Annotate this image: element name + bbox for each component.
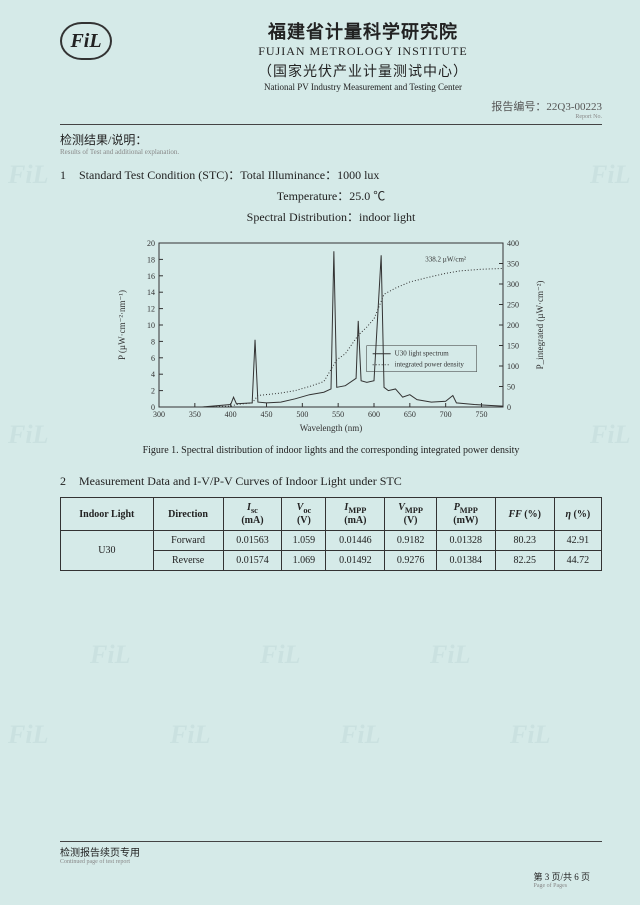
svg-text:12: 12	[147, 305, 155, 314]
table-cell: 80.23	[495, 531, 554, 551]
stc-line-2: Temperature：25.0 ℃	[60, 187, 602, 204]
institute-name-cn: 福建省计量科学研究院	[124, 18, 602, 44]
table-cell: 0.9276	[385, 551, 436, 571]
section-1: 1 Standard Test Condition (STC)：Total Il…	[60, 166, 602, 183]
table-header: FF (%)	[495, 498, 554, 531]
table-cell: Reverse	[153, 551, 223, 571]
svg-text:16: 16	[147, 272, 155, 281]
svg-text:P_integrated (µW·cm⁻²): P_integrated (µW·cm⁻²)	[535, 281, 545, 370]
svg-text:6: 6	[151, 354, 155, 363]
table-cell: 1.069	[282, 551, 326, 571]
svg-text:338.2 µW/cm²: 338.2 µW/cm²	[425, 256, 466, 264]
svg-text:U30 light spectrum: U30 light spectrum	[395, 350, 450, 358]
table-row: U30Forward0.015631.0590.014460.91820.013…	[61, 531, 602, 551]
table-header: Direction	[153, 498, 223, 531]
svg-text:400: 400	[225, 410, 237, 419]
svg-text:0: 0	[151, 403, 155, 412]
spectral-chart: 300350400450500550600650700750Wavelength…	[111, 235, 551, 435]
table-header: Indoor Light	[61, 498, 154, 531]
table-cell: 44.72	[554, 551, 601, 571]
report-number-sub: Report No.	[60, 114, 602, 120]
svg-text:100: 100	[507, 362, 519, 371]
results-title-cn: 检测结果/说明：	[60, 131, 602, 148]
svg-text:350: 350	[189, 410, 201, 419]
svg-text:750: 750	[476, 410, 488, 419]
table-cell: 0.01446	[326, 531, 385, 551]
section-2: 2 Measurement Data and I-V/P-V Curves of…	[60, 474, 602, 489]
table-cell: Forward	[153, 531, 223, 551]
footer-cn: 检测报告续页专用	[60, 844, 602, 859]
svg-text:18: 18	[147, 255, 155, 264]
svg-text:50: 50	[507, 383, 515, 392]
table-header: η (%)	[554, 498, 601, 531]
svg-text:500: 500	[296, 410, 308, 419]
section-2-num: 2	[60, 474, 76, 489]
svg-text:150: 150	[507, 342, 519, 351]
table-cell: 1.059	[282, 531, 326, 551]
stc-line-3: Spectral Distribution：indoor light	[60, 208, 602, 225]
svg-text:300: 300	[507, 280, 519, 289]
center-name-en: National PV Industry Measurement and Tes…	[124, 82, 602, 92]
svg-text:10: 10	[147, 321, 155, 330]
svg-text:550: 550	[332, 410, 344, 419]
svg-text:0: 0	[507, 403, 511, 412]
table-cell: 82.25	[495, 551, 554, 571]
svg-text:250: 250	[507, 301, 519, 310]
report-number: 报告编号：22Q3-00223	[60, 98, 602, 114]
table-cell: 0.01492	[326, 551, 385, 571]
table-cell: 42.91	[554, 531, 601, 551]
stc-line-1: Standard Test Condition (STC)：Total Illu…	[79, 168, 379, 182]
table-cell: 0.01384	[436, 551, 495, 571]
measurement-table: Indoor LightDirectionIsc(mA)Voc(V)IMPP(m…	[60, 497, 602, 571]
svg-text:700: 700	[440, 410, 452, 419]
results-title-en: Results of Test and additional explanati…	[60, 148, 602, 156]
table-cell: 0.01328	[436, 531, 495, 551]
svg-text:650: 650	[404, 410, 416, 419]
table-cell: 0.01574	[223, 551, 282, 571]
table-header: IMPP(mA)	[326, 498, 385, 531]
table-cell: 0.9182	[385, 531, 436, 551]
center-name-cn: （国家光伏产业计量测试中心）	[124, 61, 602, 81]
header-rule	[60, 124, 602, 125]
table-header: Isc(mA)	[223, 498, 282, 531]
svg-text:450: 450	[261, 410, 273, 419]
svg-text:4: 4	[151, 370, 155, 379]
svg-text:Wavelength (nm): Wavelength (nm)	[300, 423, 363, 433]
page-header: FiL 福建省计量科学研究院 FUJIAN METROLOGY INSTITUT…	[60, 18, 602, 92]
svg-text:350: 350	[507, 260, 519, 269]
svg-text:600: 600	[368, 410, 380, 419]
table-header: VMPP(V)	[385, 498, 436, 531]
footer-en: Continued page of test report	[60, 859, 602, 865]
table-header: PMPP(mW)	[436, 498, 495, 531]
svg-text:14: 14	[147, 288, 155, 297]
svg-text:integrated power density: integrated power density	[395, 361, 465, 369]
svg-text:P (µW·cm⁻²·nm⁻¹): P (µW·cm⁻²·nm⁻¹)	[117, 290, 127, 360]
logo: FiL	[60, 22, 112, 60]
svg-text:8: 8	[151, 337, 155, 346]
svg-text:20: 20	[147, 239, 155, 248]
page-footer: 检测报告续页专用 Continued page of test report	[60, 841, 602, 865]
section-2-title: Measurement Data and I-V/P-V Curves of I…	[79, 474, 402, 488]
institute-name-en: FUJIAN METROLOGY INSTITUTE	[124, 44, 602, 59]
table-header: Voc(V)	[282, 498, 326, 531]
page-number: 第 3 页/共 6 页 Page of Pages	[533, 870, 590, 889]
svg-text:200: 200	[507, 321, 519, 330]
svg-text:400: 400	[507, 239, 519, 248]
table-group-cell: U30	[61, 531, 154, 571]
figure-caption: Figure 1. Spectral distribution of indoo…	[60, 445, 602, 456]
table-cell: 0.01563	[223, 531, 282, 551]
section-1-num: 1	[60, 168, 76, 183]
svg-text:2: 2	[151, 387, 155, 396]
